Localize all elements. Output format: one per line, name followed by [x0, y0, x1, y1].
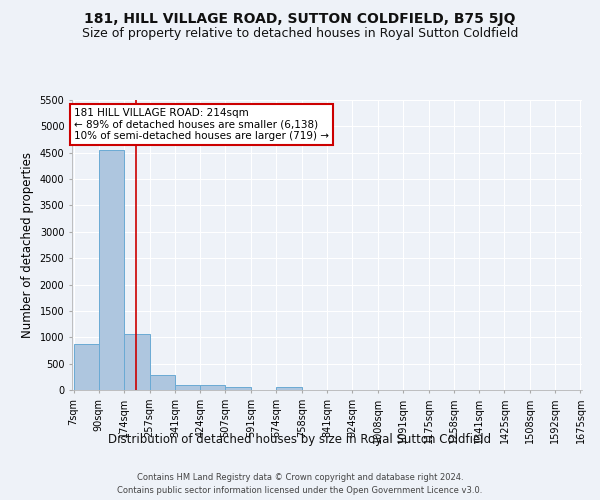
Text: Distribution of detached houses by size in Royal Sutton Coldfield: Distribution of detached houses by size …	[109, 432, 491, 446]
Bar	[149, 375, 175, 390]
Bar	[74, 344, 99, 390]
Text: 181, HILL VILLAGE ROAD, SUTTON COLDFIELD, B75 5JQ: 181, HILL VILLAGE ROAD, SUTTON COLDFIELD…	[84, 12, 516, 26]
Bar	[200, 386, 226, 390]
Bar	[226, 387, 251, 390]
Bar	[276, 388, 302, 390]
Bar	[124, 334, 149, 390]
Text: Contains public sector information licensed under the Open Government Licence v3: Contains public sector information licen…	[118, 486, 482, 495]
Bar	[99, 150, 124, 390]
Text: Size of property relative to detached houses in Royal Sutton Coldfield: Size of property relative to detached ho…	[82, 28, 518, 40]
Y-axis label: Number of detached properties: Number of detached properties	[21, 152, 34, 338]
Text: Contains HM Land Registry data © Crown copyright and database right 2024.: Contains HM Land Registry data © Crown c…	[137, 472, 463, 482]
Text: 181 HILL VILLAGE ROAD: 214sqm
← 89% of detached houses are smaller (6,138)
10% o: 181 HILL VILLAGE ROAD: 214sqm ← 89% of d…	[74, 108, 329, 141]
Bar	[175, 386, 200, 390]
